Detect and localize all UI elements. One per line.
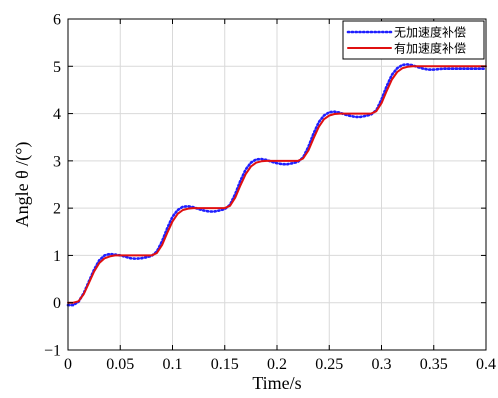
y-tick-label: 5 — [53, 59, 61, 76]
y-tick-label: 6 — [53, 12, 61, 29]
y-tick-label: 0 — [53, 295, 61, 312]
y-tick-label: 2 — [53, 201, 61, 218]
y-tick-label: 1 — [53, 248, 61, 265]
x-tick-label: 0.25 — [315, 356, 343, 373]
x-tick-label: 0.05 — [106, 356, 134, 373]
series-layer — [66, 63, 488, 307]
legend-label-1: 无加速度补偿 — [394, 25, 466, 40]
legend-label-2: 有加速度补偿 — [394, 41, 466, 56]
series-line-2 — [67, 65, 487, 304]
x-tick-label: 0.3 — [372, 356, 392, 373]
legend-box — [342, 20, 485, 60]
x-tick-label: 0.2 — [267, 356, 287, 373]
x-tick-label: 0 — [64, 356, 72, 373]
x-tick-label: 0.4 — [476, 356, 496, 373]
x-tick-label: 0.15 — [211, 356, 239, 373]
x-axis-title: Time/s — [252, 373, 301, 393]
x-tick-label: 0.1 — [163, 356, 183, 373]
y-tick-label: 4 — [53, 106, 61, 123]
y-tick-label: 3 — [53, 153, 61, 170]
y-axis-title: Angle θ /(°) — [12, 142, 33, 228]
x-tick-label: 0.35 — [420, 356, 448, 373]
y-tick-label: −1 — [44, 343, 61, 360]
